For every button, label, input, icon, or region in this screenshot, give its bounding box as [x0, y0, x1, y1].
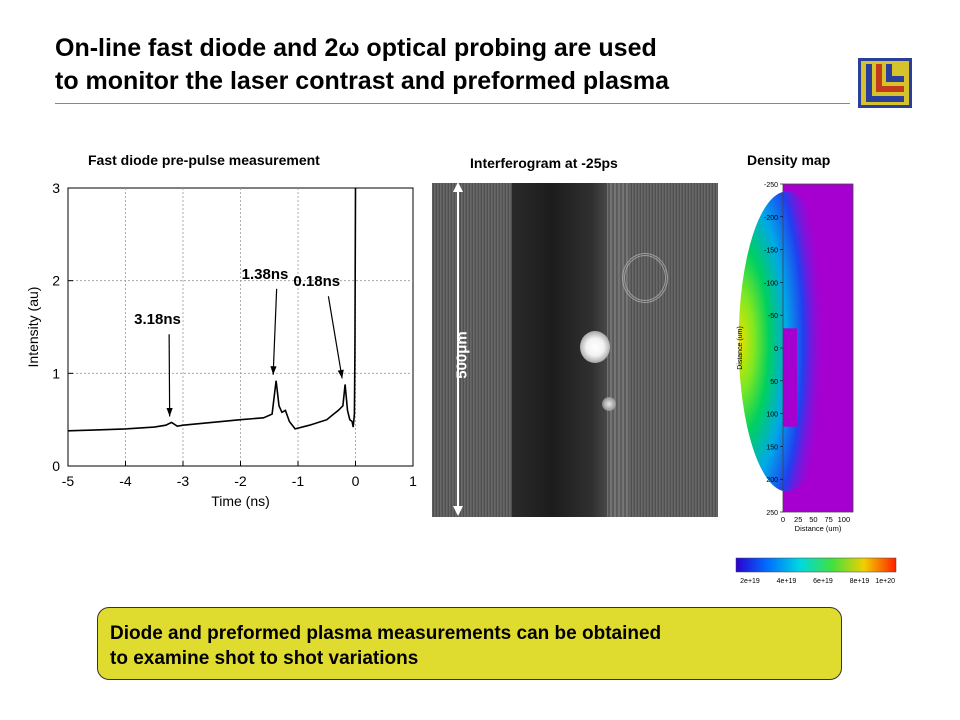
peak-annotation-arrow [327, 296, 343, 379]
density-x-tick-label: 100 [838, 515, 851, 524]
density-y-tick-label: -100 [764, 280, 778, 287]
peak-annotation-arrowhead [270, 366, 277, 375]
peak-annotation-arrowhead [337, 369, 344, 379]
diode-signal-line [67, 187, 357, 432]
density-y-tick-label: -250 [764, 182, 778, 189]
density-y-tick-label: -150 [764, 248, 778, 255]
colorbar-tick-label: 2e+19 [740, 578, 760, 585]
peak-annotation-arrow [272, 288, 278, 375]
density-y-tick-label: -200 [764, 215, 778, 222]
peak-annotation-arrowhead [166, 407, 173, 417]
y-axis-label: Intensity (au) [25, 287, 41, 368]
peak-annotation-arrow [168, 334, 171, 417]
density-y-tick-label: 50 [770, 379, 778, 386]
colorbar-tick-label: 6e+19 [813, 578, 833, 585]
x-tick-label: -4 [119, 473, 132, 489]
y-tick-label: 3 [52, 180, 60, 196]
density-x-tick-label: 0 [781, 515, 785, 524]
density-y-tick-label: 250 [766, 510, 778, 517]
title-line-2: to monitor the laser contrast and prefor… [55, 67, 670, 95]
density-y-axis-label: Distance (um) [737, 326, 744, 370]
title-line-1: On-line fast diode and 2ω optical probin… [55, 34, 657, 62]
target-region [783, 328, 797, 427]
x-tick-label: 0 [352, 473, 360, 489]
summary-line-1: Diode and preformed plasma measurements … [110, 623, 662, 644]
peak-annotation-label: 3.18ns [134, 311, 181, 328]
summary-line-2: to examine shot to shot variations [110, 648, 419, 669]
y-tick-label: 2 [52, 273, 60, 289]
x-tick-label: 1 [409, 473, 417, 489]
peak-annotation-label: 1.38ns [242, 266, 289, 283]
fringe-bend [607, 183, 629, 517]
y-tick-label: 1 [52, 365, 60, 381]
colorbar-tick-label: 8e+19 [850, 578, 870, 585]
colorbar-tick-label: 4e+19 [777, 578, 797, 585]
density-x-tick-label: 50 [809, 515, 817, 524]
density-x-tick-label: 75 [824, 515, 832, 524]
peak-annotation-label: 0.18ns [293, 273, 340, 290]
interferogram-panel-label: Interferogram at -25ps [470, 155, 618, 171]
interferogram-image [432, 183, 718, 517]
density-y-tick-label: 150 [766, 444, 778, 451]
y-tick-label: 0 [52, 458, 60, 474]
scale-bar-label: 500μm [453, 331, 471, 379]
colorbar-tick-label: 1e+20 [875, 578, 895, 585]
bright-spot [580, 331, 610, 363]
llnl-logo [858, 58, 912, 108]
x-tick-label: -1 [292, 473, 305, 489]
density-y-tick-label: 100 [766, 412, 778, 419]
density-panel-label: Density map [747, 152, 831, 168]
density-y-tick-label: 200 [766, 477, 778, 484]
small-spot [602, 397, 616, 411]
x-tick-label: -5 [62, 473, 75, 489]
density-x-axis-label: Distance (um) [795, 524, 842, 533]
fringe-ring [622, 253, 668, 303]
density-y-tick-label: -50 [768, 313, 778, 320]
diode-panel-label: Fast diode pre-pulse measurement [88, 152, 320, 168]
diode-chart: -5 -4 -3 -2 -1 0 1 0 1 2 3 Time (ns) Intensity (au) 3… [25, 180, 417, 509]
x-axis-label: Time (ns) [211, 493, 270, 509]
x-tick-label: -3 [177, 473, 190, 489]
colorbar [735, 557, 897, 573]
density-y-tick-label: 0 [774, 346, 778, 353]
title-underline [55, 103, 850, 104]
x-tick-label: -2 [234, 473, 247, 489]
slide-title: On-line fast diode and 2ω optical probin… [55, 32, 845, 98]
density-x-tick-label: 25 [794, 515, 802, 524]
scale-bar [453, 182, 463, 516]
summary-callout: Diode and preformed plasma measurements … [97, 607, 842, 680]
